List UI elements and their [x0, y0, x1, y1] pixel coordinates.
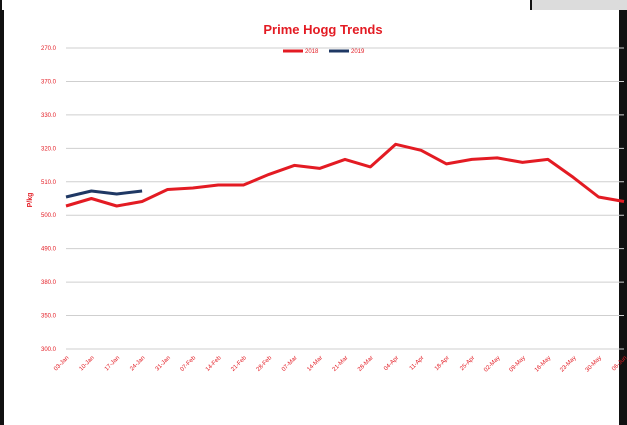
x-tick-label: 18-Apr: [434, 355, 451, 372]
x-tick-label: 31-Jan: [155, 355, 172, 372]
y-tick-labels: 270.0 370.0 330.0 320.0 510.0 500.0 490.0 380.0…: [41, 46, 57, 353]
x-tick-label: 09-May: [509, 355, 527, 373]
x-tick-labels: 03-Jan 10-Jan 17-Jan 24-Jan 31-Jan 07-Feb 14-F…: [53, 355, 627, 374]
x-tick-label: 04-Apr: [383, 355, 400, 372]
y-tick-label: 320.0: [41, 146, 57, 152]
x-tick-label: 11-Apr: [409, 355, 426, 372]
y-tick-label: 270.0: [41, 46, 57, 52]
x-tick-label: 28-Mar: [357, 355, 375, 373]
chart-legend: 2018 2019: [283, 49, 365, 55]
y-tick-label: 330.0: [41, 113, 57, 119]
x-tick-label: 17-Jan: [104, 355, 121, 372]
chart-frame: [0, 10, 627, 425]
y-tick-label: 490.0: [41, 247, 57, 253]
x-tick-label: 10-Jan: [79, 355, 96, 372]
y-tick-label: 350.0: [41, 314, 57, 320]
x-tick-label: 16-May: [534, 355, 552, 373]
chart-title: Prime Hogg Trends: [263, 22, 382, 37]
y-tick-label: 300.0: [41, 347, 57, 353]
x-tick-label: 30-May: [585, 355, 603, 373]
x-tick-label: 24-Jan: [129, 355, 146, 372]
y-tick-label: 510.0: [41, 180, 57, 186]
x-tick-label: 25-Apr: [459, 355, 476, 372]
window-right-edge: [619, 10, 627, 425]
x-tick-label: 28-Feb: [256, 355, 274, 373]
y-axis-label: P/kg: [27, 193, 34, 208]
series-lines: [65, 142, 625, 208]
legend-label: 2018: [305, 49, 319, 55]
x-tick-label: 07-Feb: [180, 355, 198, 373]
series-line-2018: [65, 142, 625, 208]
x-tick-label: 07-Mar: [281, 355, 299, 373]
x-tick-label: 14-Mar: [306, 355, 324, 373]
x-tick-label: 21-Mar: [332, 355, 350, 373]
legend-label: 2019: [351, 49, 365, 55]
x-tick-label: 14-Feb: [205, 355, 223, 373]
x-tick-label: 21-Feb: [230, 355, 248, 373]
x-tick-label: 02-May: [483, 355, 501, 373]
x-tick-label: 06-Jun: [611, 355, 627, 372]
x-tick-label: 23-May: [559, 355, 577, 373]
grid-lines: [66, 47, 624, 350]
y-tick-label: 380.0: [41, 280, 57, 286]
x-tick-label: 03-Jan: [53, 355, 70, 372]
series-line-2019: [65, 189, 143, 199]
y-tick-label: 500.0: [41, 213, 57, 219]
y-tick-label: 370.0: [41, 79, 57, 85]
